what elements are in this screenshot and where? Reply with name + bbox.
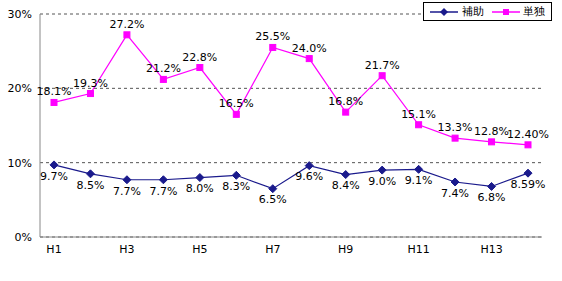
svg-text:7.7%: 7.7%	[113, 185, 141, 198]
svg-text:9.0%: 9.0%	[368, 175, 396, 188]
svg-text:24.0%: 24.0%	[292, 42, 327, 55]
svg-text:27.2%: 27.2%	[109, 18, 144, 31]
svg-text:20%: 20%	[8, 82, 32, 95]
svg-text:12.8%: 12.8%	[474, 125, 509, 138]
html-text:補助: 補助	[461, 5, 484, 18]
svg-text:13.3%: 13.3%	[438, 121, 473, 134]
svg-text:H9: H9	[338, 243, 353, 256]
svg-text:H13: H13	[480, 243, 502, 256]
svg-text:15.1%: 15.1%	[401, 108, 436, 121]
svg-text:19.3%: 19.3%	[73, 77, 108, 90]
svg-text:16.8%: 16.8%	[328, 95, 363, 108]
svg-text:21.7%: 21.7%	[365, 59, 400, 72]
svg-text:8.0%: 8.0%	[186, 182, 214, 195]
svg-text:H5: H5	[192, 243, 207, 256]
svg-text:16.5%: 16.5%	[219, 97, 254, 110]
svg-text:6.8%: 6.8%	[478, 191, 506, 204]
svg-text:8.59%: 8.59%	[511, 178, 546, 191]
svg-text:7.7%: 7.7%	[149, 185, 177, 198]
svg-text:9.7%: 9.7%	[40, 170, 68, 183]
svg-text:30%: 30%	[8, 8, 32, 21]
svg-text:7.4%: 7.4%	[441, 187, 469, 200]
svg-text:H11: H11	[407, 243, 429, 256]
svg-text:12.40%: 12.40%	[507, 128, 549, 141]
svg-text:H7: H7	[265, 243, 280, 256]
svg-text:0%: 0%	[15, 231, 32, 244]
svg-text:22.8%: 22.8%	[182, 51, 217, 64]
svg-text:25.5%: 25.5%	[255, 30, 290, 43]
svg-text:18.1%: 18.1%	[37, 85, 72, 98]
svg-text:H1: H1	[46, 243, 61, 256]
svg-text:21.2%: 21.2%	[146, 62, 181, 75]
svg-text:H3: H3	[119, 243, 134, 256]
svg-text:8.5%: 8.5%	[76, 179, 104, 192]
svg-text:10%: 10%	[8, 157, 32, 170]
html-text:単独: 単独	[523, 5, 545, 18]
svg-text:9.1%: 9.1%	[405, 174, 433, 187]
svg-text:8.4%: 8.4%	[332, 179, 360, 192]
svg-text:9.6%: 9.6%	[295, 170, 323, 183]
svg-text:6.5%: 6.5%	[259, 193, 287, 206]
svg-text:8.3%: 8.3%	[222, 180, 250, 193]
